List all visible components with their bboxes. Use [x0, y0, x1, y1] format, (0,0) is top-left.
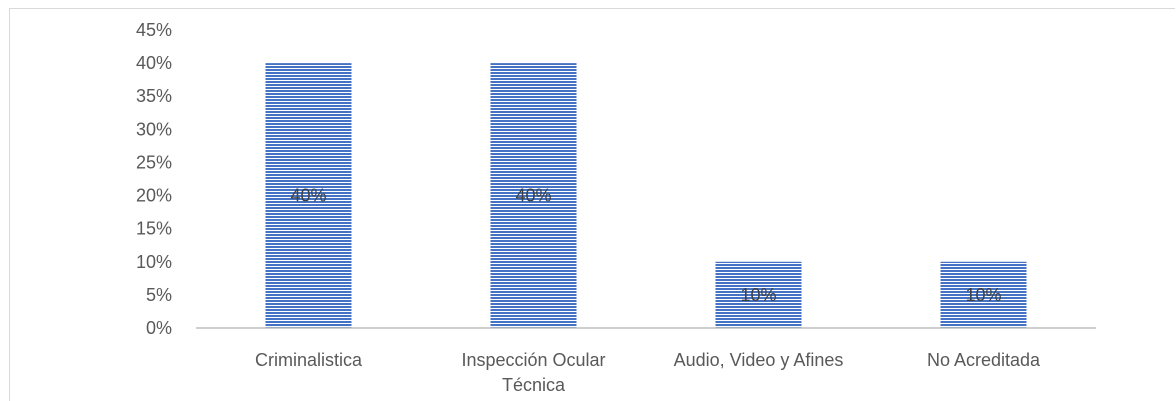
category-labels: Criminalistica Inspección Ocular Técnica Au… [255, 350, 1041, 395]
y-tick-label: 25% [136, 152, 172, 172]
y-axis-ticks: 0% 5% 10% 15% 20% 25% 30% 35% 40% 45% [136, 20, 172, 338]
y-tick-label: 35% [136, 86, 172, 106]
y-tick-label: 10% [136, 252, 172, 272]
y-tick-label: 5% [146, 285, 172, 305]
category-label: Criminalistica [255, 350, 363, 370]
category-label: Audio, Video y Afines [674, 350, 844, 370]
bar [940, 261, 1027, 328]
data-label: 10% [965, 285, 1001, 305]
y-tick-label: 30% [136, 119, 172, 139]
y-tick-label: 45% [136, 20, 172, 40]
data-label: 40% [290, 186, 326, 206]
category-label: Inspección Ocular Técnica [461, 350, 605, 395]
data-label: 40% [515, 186, 551, 206]
y-tick-label: 15% [136, 219, 172, 239]
y-tick-label: 20% [136, 186, 172, 206]
chart-frame [9, 8, 1175, 401]
bar [490, 63, 577, 328]
bar [265, 63, 352, 328]
data-label: 10% [740, 285, 776, 305]
bars [265, 63, 1027, 328]
y-tick-label: 0% [146, 318, 172, 338]
bar [715, 261, 802, 328]
category-label: No Acreditada [927, 350, 1041, 370]
y-tick-label: 40% [136, 53, 172, 73]
data-labels: 40% 40% 10% 10% [290, 186, 1001, 305]
